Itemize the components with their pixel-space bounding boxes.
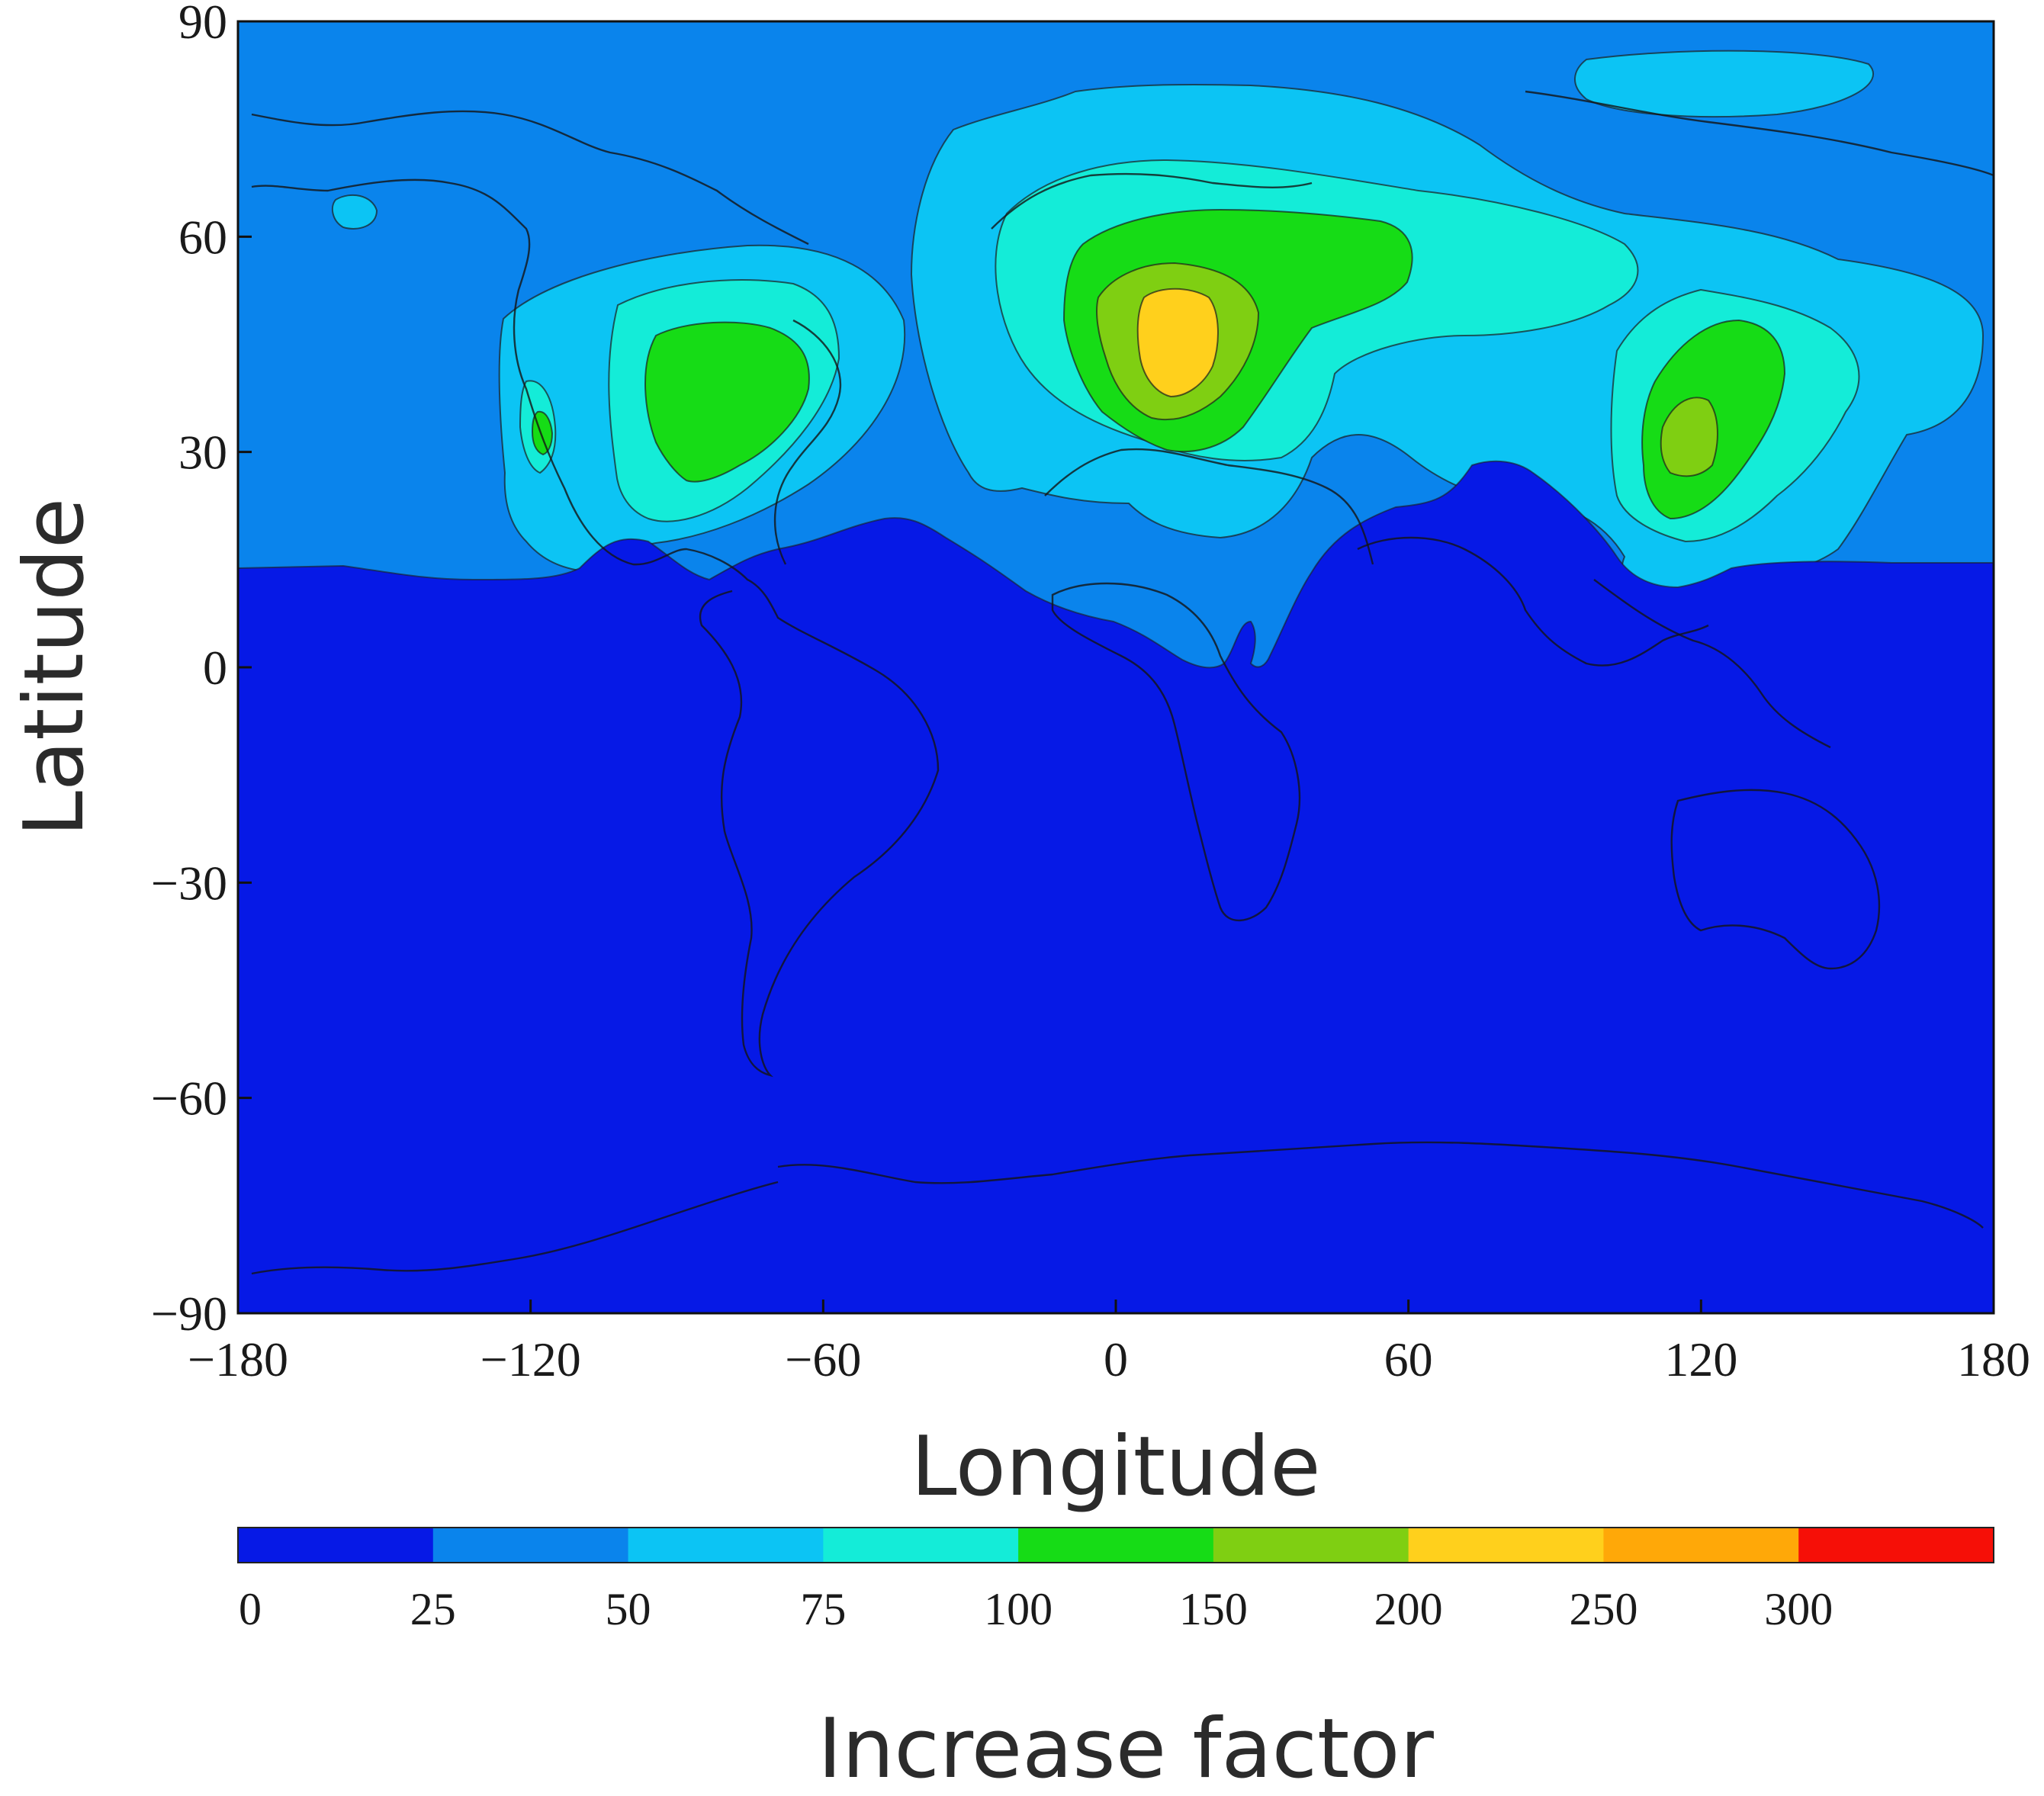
colorbar-tick-label: 25	[410, 1584, 456, 1634]
colorbar-tick-label: 150	[1179, 1584, 1248, 1634]
y-axis-title: Latitude	[7, 498, 102, 837]
y-tick-label: 0	[203, 641, 227, 695]
x-axis-title: Longitude	[911, 1419, 1320, 1515]
colorbar-swatch	[432, 1528, 629, 1563]
colorbar-tick-label: 100	[984, 1584, 1053, 1634]
colorbar-swatch	[1408, 1528, 1604, 1563]
colorbar-tick-label: 300	[1764, 1584, 1833, 1634]
colorbar-swatch	[1213, 1528, 1409, 1563]
contour-region-50-75-alaska	[331, 194, 378, 230]
contour-region-150-200-asia	[1660, 397, 1718, 477]
colorbar-swatch	[628, 1528, 824, 1563]
y-tick-label: −30	[151, 856, 227, 910]
colorbar-tick-label: 250	[1569, 1584, 1637, 1634]
x-tick-label: −180	[188, 1332, 288, 1386]
y-tick-label: −90	[151, 1287, 227, 1341]
x-tick-label: 180	[1957, 1332, 2030, 1386]
colorbar-swatch	[1018, 1528, 1214, 1563]
x-tick-label: 60	[1384, 1332, 1433, 1386]
colorbar-frame	[237, 1527, 1994, 1563]
contour-region-50-75-arctic	[1574, 50, 1874, 118]
colorbar-swatch	[823, 1528, 1019, 1563]
colorbar-swatch	[238, 1528, 434, 1563]
x-axis-ticks: −180 −120 −60 0 60 120 180	[188, 1300, 2030, 1386]
contour-region-100-150-america	[644, 321, 810, 483]
x-tick-label: −60	[785, 1332, 861, 1386]
colorbar-swatch	[1798, 1528, 1994, 1563]
x-tick-label: −120	[480, 1332, 581, 1386]
colorbar-swatch	[1603, 1528, 1799, 1563]
y-tick-label: 60	[178, 210, 227, 264]
colorbar-swatches	[238, 1528, 1994, 1563]
colorbar-tick-label: 50	[606, 1584, 651, 1634]
colorbar-tick-label: 0	[239, 1584, 262, 1634]
colorbar-tick-label: 200	[1374, 1584, 1443, 1634]
colorbar-title: Increase factor	[818, 1701, 1434, 1796]
y-tick-label: 90	[178, 0, 227, 49]
contour-region-200-250-europe	[1136, 288, 1219, 398]
colorbar-tick-label: 75	[800, 1584, 846, 1634]
y-axis-ticks: 90 60 30 0 −30 −60 −90	[151, 0, 252, 1341]
y-tick-label: 30	[178, 426, 227, 480]
x-tick-label: 120	[1664, 1332, 1737, 1386]
y-tick-label: −60	[151, 1071, 227, 1126]
x-tick-label: 0	[1104, 1332, 1128, 1386]
map-plot-area	[238, 21, 1994, 1313]
colorbar: 0 25 50 75 100 150 200 250 300 Increase factor	[237, 1527, 1994, 1796]
coastlines	[251, 90, 1994, 1275]
colorbar-tick-labels: 0 25 50 75 100 150 200 250 300	[239, 1584, 1833, 1634]
